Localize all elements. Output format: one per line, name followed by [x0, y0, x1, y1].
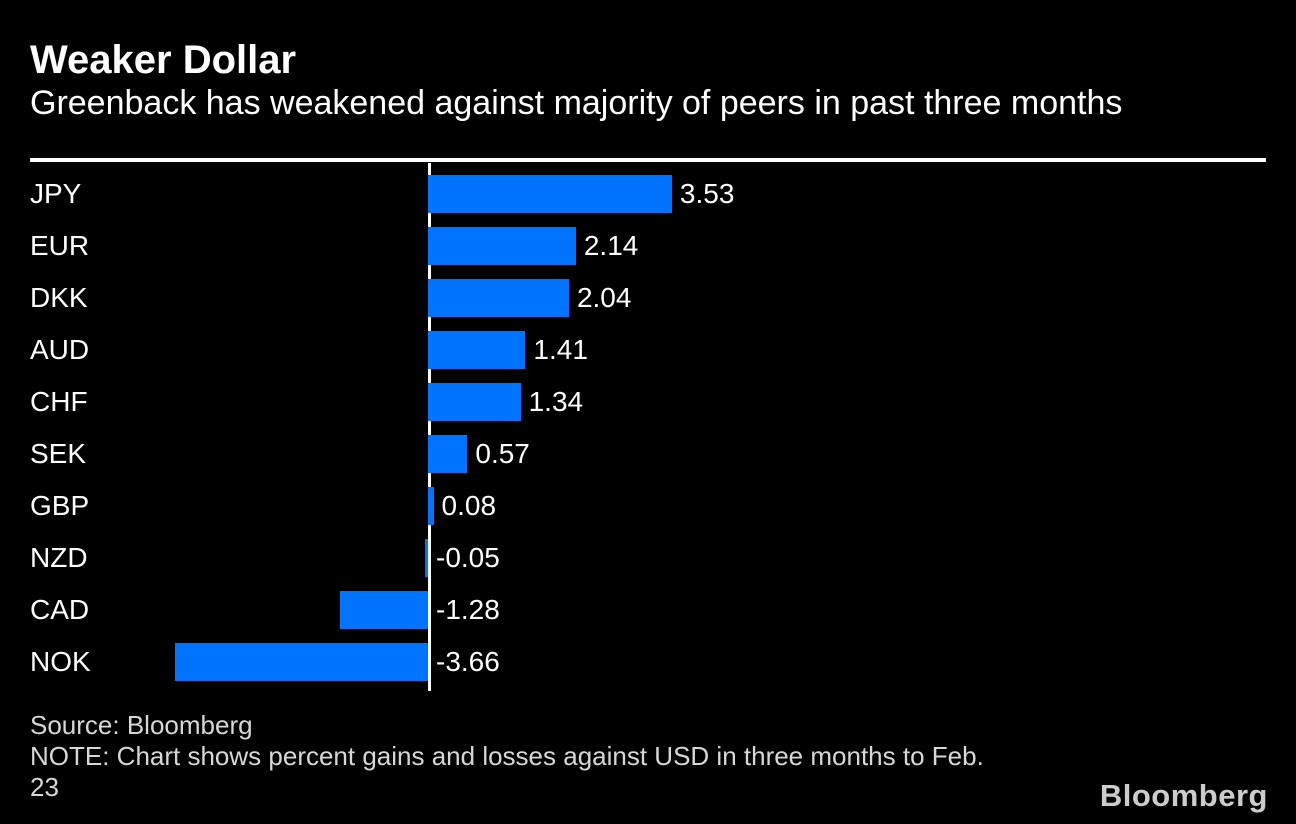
bar — [428, 383, 521, 421]
chart-row: CAD -1.28 — [30, 591, 1266, 629]
category-label: AUD — [30, 334, 90, 365]
chart-row: EUR 2.14 — [30, 227, 1266, 265]
value-label: 1.41 — [533, 334, 588, 365]
bar — [428, 487, 434, 525]
chart-subtitle: Greenback has weakened against majority … — [30, 84, 1123, 122]
bar — [339, 591, 428, 629]
category-label: GBP — [30, 490, 90, 521]
chart-row: AUD 1.41 — [30, 331, 1266, 369]
value-label: -1.28 — [436, 594, 500, 625]
chart-row: NOK -3.66 — [30, 643, 1266, 681]
bar — [175, 643, 428, 681]
value-label: 0.57 — [475, 438, 530, 469]
value-label: -3.66 — [436, 646, 500, 677]
chart-row: GBP 0.08 — [30, 487, 1266, 525]
bloomberg-logo: Bloomberg — [1099, 778, 1268, 813]
category-label: CAD — [30, 594, 90, 625]
category-label: SEK — [30, 438, 87, 469]
value-label: 2.14 — [583, 230, 639, 261]
category-label: DKK — [30, 282, 88, 313]
value-label: 2.04 — [576, 282, 632, 313]
category-label: JPY — [30, 178, 82, 209]
category-label: CHF — [30, 386, 88, 417]
footer-notes: Source: Bloomberg NOTE: Chart shows perc… — [30, 710, 1070, 803]
chart-row: SEK 0.57 — [30, 435, 1266, 473]
bar — [428, 227, 576, 265]
bar — [428, 435, 468, 473]
bar — [428, 331, 526, 369]
value-label: -0.05 — [436, 542, 500, 573]
note-text-line-1: NOTE: Chart shows percent gains and loss… — [30, 741, 984, 771]
note-text-line-2: 23 — [30, 772, 59, 802]
bar — [424, 539, 428, 577]
category-label: EUR — [30, 230, 90, 261]
value-label: 0.08 — [441, 490, 497, 521]
chart-row: JPY 3.53 — [30, 175, 1266, 213]
chart-row: CHF 1.34 — [30, 383, 1266, 421]
value-label: 1.34 — [528, 386, 584, 417]
value-label: 3.53 — [679, 178, 735, 209]
category-label: NZD — [30, 542, 88, 573]
chart-title: Weaker Dollar — [30, 38, 297, 82]
bar — [428, 279, 569, 317]
top-rule-divider — [30, 158, 1266, 162]
source-text: Source: Bloomberg — [30, 710, 253, 740]
chart-row: NZD -0.05 — [30, 539, 1266, 577]
bar-chart-plot-area: JPY 3.53 EUR 2.14 DKK 2.04 AUD 1.41 CHF 1.34 SEK 0.… — [30, 162, 1266, 694]
category-label: NOK — [30, 646, 91, 677]
bar — [428, 175, 672, 213]
zero-axis-line — [428, 163, 431, 691]
chart-row: DKK 2.04 — [30, 279, 1266, 317]
